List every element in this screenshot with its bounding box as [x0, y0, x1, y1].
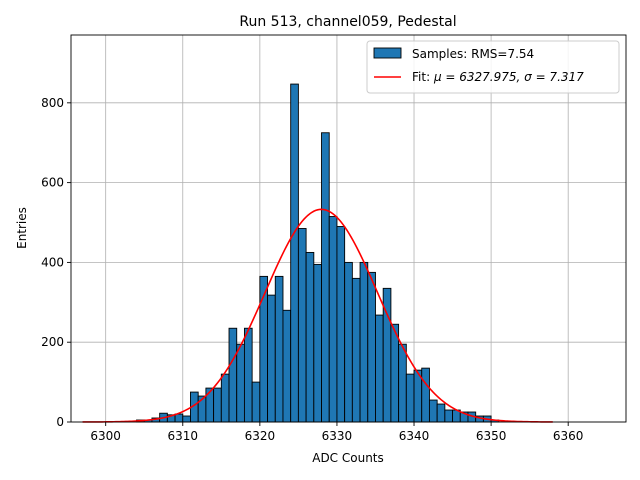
y-tick-label: 0: [56, 415, 64, 429]
histogram-bar: [228, 327, 238, 423]
x-axis-ticks: 6300 6310 6320 6330 6340 6350 6360: [90, 422, 583, 443]
chart-title: Run 513, channel059, Pedestal: [239, 14, 456, 30]
histogram-bar: [267, 294, 276, 423]
histogram-bars: [136, 83, 500, 423]
y-axis-ticks: 0 200 400 600 800: [41, 96, 71, 429]
histogram-bar: [421, 367, 430, 423]
histogram-bar: [274, 275, 284, 423]
histogram-bar: [251, 381, 261, 423]
histogram-bar: [336, 226, 346, 423]
legend-box: [366, 40, 620, 94]
x-tick-label: 6320: [245, 429, 276, 443]
histogram-bar: [436, 403, 446, 423]
y-tick-label: 600: [41, 176, 64, 190]
histogram-bar: [259, 275, 269, 423]
plot-frame: [70, 34, 627, 423]
histogram-bar: [390, 323, 400, 423]
legend-swatch-samples: [373, 47, 402, 59]
histogram-bar: [205, 387, 215, 423]
histogram-bar: [290, 83, 299, 423]
x-tick-label: 6300: [90, 429, 121, 443]
fit-curve-group: [82, 208, 553, 423]
y-tick-label: 800: [41, 96, 64, 110]
histogram-bar: [282, 309, 292, 423]
histogram-bar: [444, 409, 454, 423]
y-tick-label: 200: [41, 335, 64, 349]
histogram-bar: [367, 271, 376, 423]
histogram-bar: [375, 314, 384, 423]
histogram-bar: [428, 399, 438, 423]
histogram-bar: [344, 261, 353, 423]
histogram-bar: [328, 216, 338, 423]
x-tick-label: 6340: [399, 429, 430, 443]
x-axis-label: ADC Counts: [312, 451, 384, 465]
histogram-bar: [182, 415, 191, 423]
histogram-bar: [236, 343, 245, 423]
legend: Samples: RMS=7.54 Fit: μ = 6327.975, σ =…: [366, 40, 620, 94]
histogram-bar: [313, 263, 322, 423]
x-tick-label: 6350: [476, 429, 507, 443]
histogram-bar: [305, 251, 315, 423]
legend-label-samples: Samples: RMS=7.54: [412, 47, 534, 61]
gaussian-fit-curve: [82, 208, 553, 423]
histogram-bar: [321, 132, 330, 423]
histogram-bar: [243, 327, 253, 423]
histogram-bar: [405, 373, 415, 423]
histogram-bar: [359, 261, 369, 423]
histogram-bar: [213, 387, 222, 423]
y-axis-label: Entries: [15, 207, 29, 249]
histogram-bar: [297, 228, 307, 423]
histogram-bar: [398, 343, 407, 423]
x-tick-label: 6310: [167, 429, 198, 443]
histogram-bar: [351, 277, 361, 423]
legend-label-fit: Fit: μ = 6327.975, σ = 7.317: [412, 70, 584, 84]
y-tick-label: 400: [41, 255, 64, 269]
histogram-bar: [220, 373, 230, 423]
legend-fit-prefix: Fit:: [412, 70, 434, 84]
x-tick-label: 6360: [553, 429, 584, 443]
x-tick-label: 6330: [322, 429, 353, 443]
histogram-bar: [174, 413, 184, 423]
legend-fit-params: μ = 6327.975, σ = 7.317: [433, 70, 584, 84]
